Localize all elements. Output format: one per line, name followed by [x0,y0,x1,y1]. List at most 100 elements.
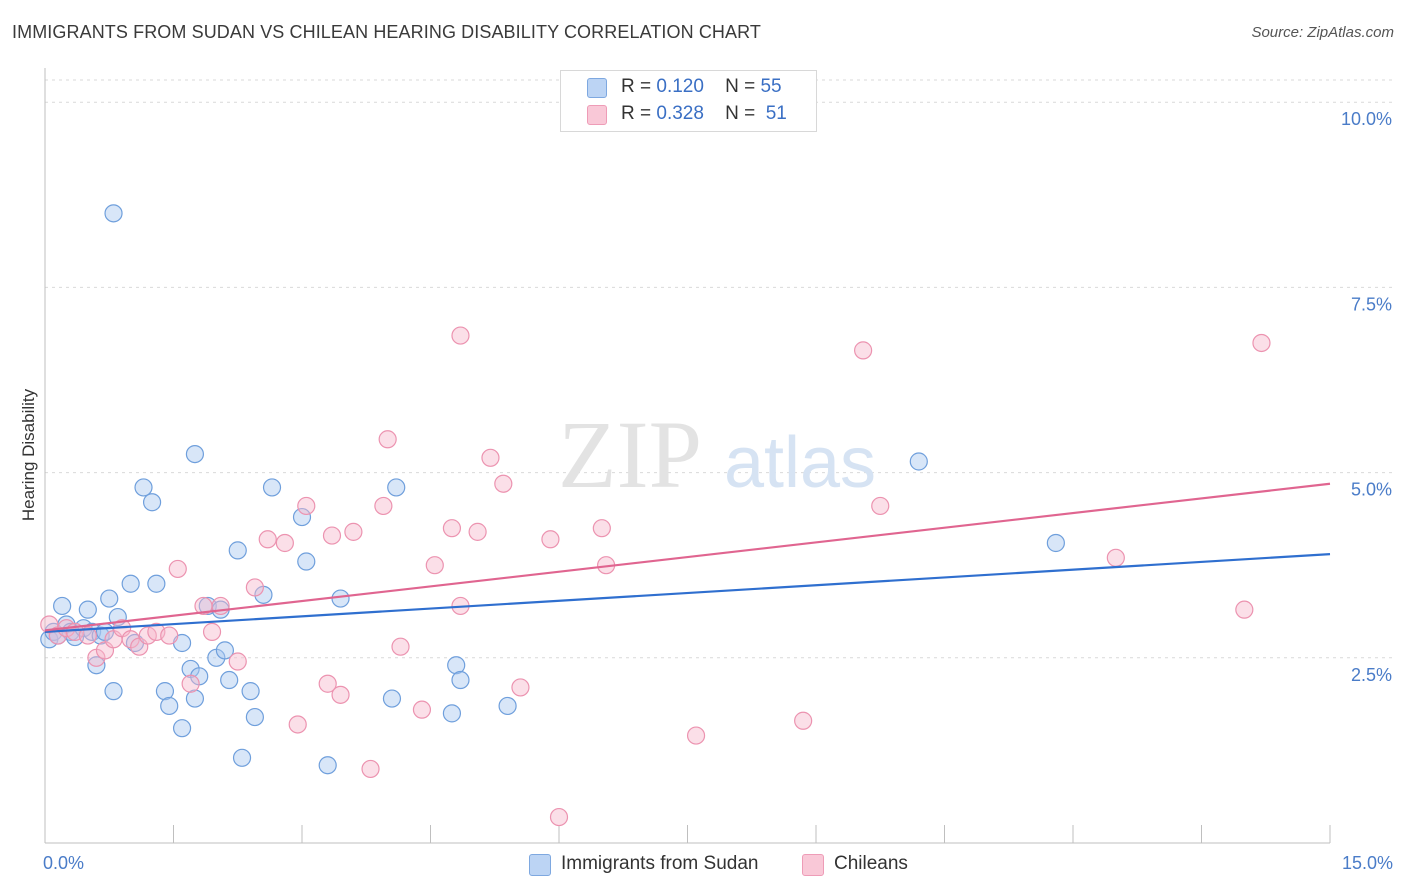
sudan-point [78,600,97,619]
chilean-point [494,474,513,493]
sudan-point [215,641,234,660]
sudan-point [442,704,462,723]
chilean-point [481,448,500,467]
chilean-trend-line [44,482,1331,632]
grid-lines [45,79,1392,659]
chilean-point [245,578,264,597]
chilean-point [344,522,363,541]
sudan-point [297,552,316,571]
x-tick-label: 0.0% [43,853,84,873]
sudan-point [451,670,470,690]
sudan-point [382,689,402,708]
legend-r-value: 0.120 [656,76,704,97]
sudan-point [1046,533,1065,553]
bottom-legend-label: Immigrants from Sudan [561,853,759,874]
sudan-point [134,478,153,497]
y-tick-label: 7.5% [1351,294,1392,314]
chilean-point [275,533,294,553]
chilean-point [468,522,487,541]
legend-box: R = 0.120 N = 55 R = 0.328 N = 51 [560,70,817,132]
chilean-point [871,496,890,516]
sudan-swatch-icon [529,854,551,876]
sudan-point [100,589,119,608]
data-points [40,204,1271,827]
chilean-point [412,700,432,719]
y-axis-label: Hearing Disability [19,388,38,521]
legend-n-value: 51 [765,103,787,124]
chilean-point [160,626,179,645]
sudan-point [160,696,179,716]
legend-n-label: N = [725,76,756,97]
chilean-point [202,622,222,641]
chilean-point [228,652,247,671]
chilean-point [1106,548,1125,567]
chilean-point [1235,600,1254,619]
chileans-swatch-icon [802,854,824,876]
sudan-point [104,682,123,701]
sudan-point [185,444,205,464]
sudan-point [331,589,350,608]
chilean-point [592,519,611,538]
sudan-point [232,748,252,767]
chart-title: IMMIGRANTS FROM SUDAN VS CHILEAN HEARING… [12,22,762,42]
sudan-point [909,452,928,471]
chilean-point [549,807,569,827]
y-tick-label: 10.0% [1341,109,1392,129]
sudan-point [155,682,175,701]
source-label: Source: ZipAtlas.com [1251,24,1394,41]
sudan-point [292,507,312,527]
sudan-point [245,707,264,727]
chilean-point [181,674,200,693]
legend-n-value: 55 [760,76,782,97]
chilean-point [168,559,187,579]
chilean-point [361,759,380,779]
chilean-point [794,711,813,730]
sudan-point [241,682,260,701]
chilean-point [391,637,410,656]
chilean-point [442,519,462,538]
bottom-legend-label: Chileans [834,853,908,874]
sudan-trend-line [44,552,1331,633]
tick-labels: 2.5% 5.0% 7.5% 10.0% 0.0% 15.0% [43,109,1393,873]
sudan-point [262,478,282,497]
watermark-zip: ZIP [558,401,702,508]
sudan-swatch-icon [587,78,607,98]
sudan-point [142,493,162,512]
sudan-point [147,574,166,593]
chilean-point [322,526,342,545]
chilean-point [318,674,337,693]
sudan-point [87,656,106,675]
sudan-point [498,696,517,716]
watermark-atlas: atlas [724,423,876,503]
sudan-point [121,574,140,593]
sudan-point [228,541,247,560]
x-tick-label: 15.0% [1342,853,1393,873]
y-tick-label: 2.5% [1351,665,1392,685]
legend-r-label: R = [621,103,652,124]
sudan-point [185,689,205,708]
chilean-point [297,496,316,516]
sudan-point [53,596,72,616]
legend-n-label: N = [725,103,756,124]
chilean-point [288,715,307,734]
chilean-point [686,726,706,745]
legend-r-label: R = [621,76,652,97]
chilean-point [258,530,277,549]
y-tick-label: 5.0% [1351,480,1392,500]
chileans-swatch-icon [587,105,607,125]
sudan-point [104,204,123,223]
chilean-point [78,626,97,645]
trend-lines [44,482,1331,633]
watermark: ZIP atlas [558,401,876,508]
axes [44,68,1331,844]
chilean-point [425,556,444,575]
sudan-point [387,478,406,497]
chilean-point [541,530,560,549]
legend-r-value: 0.328 [656,103,704,124]
chilean-point [331,685,350,704]
sudan-point [447,656,466,675]
chilean-point [378,430,397,449]
chilean-point [511,678,530,697]
sudan-point [172,719,192,738]
